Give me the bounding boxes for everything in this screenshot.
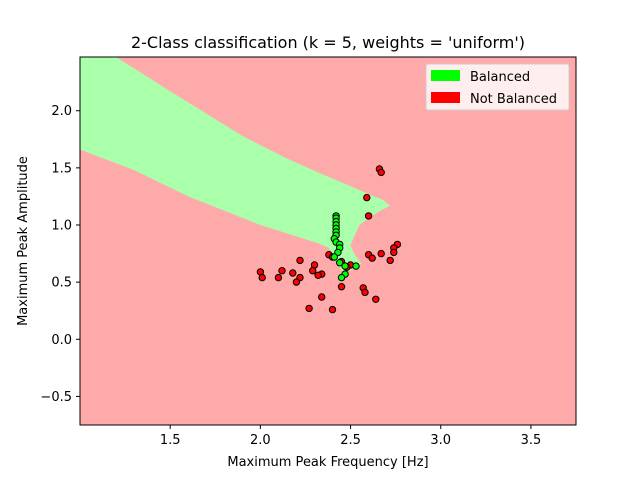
data-point-not-balanced	[278, 267, 286, 275]
legend-label-balanced: Balanced	[470, 70, 530, 85]
data-point-not-balanced	[337, 283, 346, 291]
x-axis-label: Maximum Peak Frequency [Hz]	[227, 455, 428, 470]
legend-swatch-balanced	[431, 70, 460, 81]
data-point-not-balanced	[305, 304, 313, 313]
legend-label-not-balanced: Not Balanced	[470, 92, 557, 107]
data-point-not-balanced	[364, 212, 373, 220]
data-point-not-balanced	[361, 288, 369, 297]
data-point-not-balanced	[274, 273, 283, 282]
y-tick-label: 0.5	[51, 276, 72, 291]
data-point-not-balanced	[386, 256, 394, 265]
y-axis-ticks: −0.5 0.0 0.5 1.0 1.5 2.0	[40, 104, 80, 405]
data-point-not-balanced	[363, 193, 371, 202]
y-axis-label: Maximum Peak Amplitude	[16, 156, 31, 326]
data-point-not-balanced	[372, 295, 380, 303]
data-point-balanced	[336, 259, 344, 267]
data-point-not-balanced	[314, 271, 322, 279]
y-tick-label: 1.5	[51, 161, 72, 176]
data-point-balanced	[341, 262, 349, 270]
x-tick-label: 2.5	[340, 433, 361, 448]
legend-swatch-not-balanced	[431, 92, 460, 103]
y-tick-label: −0.5	[40, 390, 72, 405]
data-point-not-balanced	[328, 305, 337, 314]
legend-box	[425, 63, 570, 111]
data-point-not-balanced	[390, 248, 398, 257]
data-point-balanced	[352, 262, 360, 270]
x-tick-label: 1.5	[160, 433, 181, 448]
data-point-not-balanced	[289, 269, 297, 277]
legend: Balanced Not Balanced	[425, 63, 570, 111]
y-tick-label: 0.0	[51, 333, 72, 348]
data-point-balanced	[337, 273, 346, 282]
data-point-not-balanced	[292, 278, 301, 286]
data-points	[256, 165, 402, 314]
plot-frame	[79, 56, 577, 426]
data-point-not-balanced	[318, 293, 326, 301]
data-point-not-balanced	[377, 249, 385, 258]
plot-area: 1.5 2.0 2.5 3.0 3.5 −0.5 0.0 0.5 1.0 1.5 2.0	[40, 56, 577, 448]
y-tick-label: 1.0	[51, 219, 72, 234]
y-tick-label: 2.0	[51, 104, 72, 119]
x-axis-ticks: 1.5 2.0 2.5 3.0 3.5	[160, 425, 541, 448]
data-point-not-balanced	[368, 254, 376, 262]
x-tick-label: 3.0	[430, 433, 451, 448]
data-point-not-balanced	[377, 168, 385, 177]
background-balanced-region	[80, 57, 391, 271]
data-point-not-balanced	[309, 267, 317, 275]
data-point-not-balanced	[296, 256, 304, 265]
x-tick-label: 3.5	[521, 433, 542, 448]
chart-title: 2-Class classification (k = 5, weights =…	[131, 33, 525, 52]
data-point-balanced	[330, 253, 338, 261]
x-tick-label: 2.0	[250, 433, 271, 448]
data-point-not-balanced	[258, 273, 266, 282]
